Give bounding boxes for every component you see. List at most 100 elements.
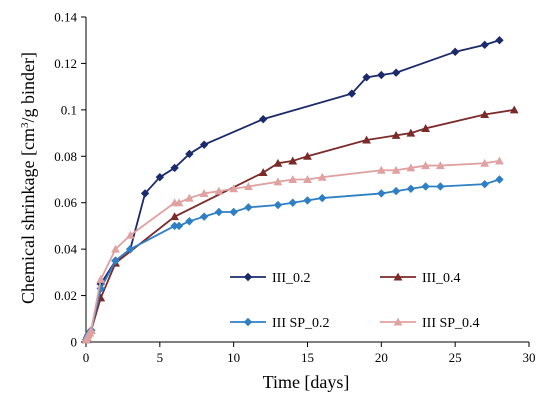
- data-point: [436, 182, 445, 191]
- data-point: [495, 156, 504, 165]
- data-point: [273, 200, 283, 210]
- data-point: [377, 70, 386, 80]
- data-point: [318, 193, 327, 203]
- data-point: [480, 179, 489, 189]
- data-point: [244, 182, 253, 190]
- x-tick-label: 5: [157, 350, 164, 365]
- data-point: [421, 124, 431, 132]
- legend: III_0.2 III_0.4 III SP_0.2 III SP_0.4: [230, 271, 480, 331]
- legend-label: III SP_0.2: [272, 316, 330, 331]
- data-point: [480, 40, 489, 50]
- data-point: [170, 212, 179, 221]
- data-point: [376, 165, 386, 174]
- y-tick-label: 0.02: [54, 288, 77, 303]
- data-point: [259, 114, 268, 124]
- legend-marker: [393, 317, 403, 326]
- data-point: [391, 186, 401, 196]
- data-point: [170, 221, 179, 231]
- y-axis-title: Chemical shrinkage [cm3/g binder]: [18, 52, 38, 304]
- data-point: [258, 168, 268, 177]
- data-point: [86, 325, 96, 334]
- series-iii-sp-0-4: [81, 156, 504, 344]
- data-point: [126, 244, 135, 254]
- y-axis-title-unit: /g binder]: [18, 52, 38, 122]
- data-point: [288, 175, 298, 184]
- x-axis: 0 5 10 15 20 25 30: [83, 341, 536, 365]
- y-axis-title-superscript: 3: [19, 122, 31, 128]
- y-tick-label: 0.06: [54, 195, 77, 210]
- data-point: [96, 274, 106, 283]
- y-tick-label: 0.14: [54, 10, 77, 25]
- x-tick-label: 0: [83, 350, 90, 365]
- data-point: [174, 221, 184, 231]
- y-tick-label: 0.1: [61, 102, 77, 117]
- series-line: [85, 39, 500, 340]
- y-tick-label: 0: [71, 335, 78, 350]
- y-axis: 0 0.02 0.04 0.06 0.08 0.1 0.12 0.14: [54, 10, 87, 350]
- data-point: [406, 184, 416, 193]
- legend-marker: [393, 272, 403, 281]
- data-point: [495, 175, 504, 184]
- y-tick-label: 0.04: [54, 242, 77, 257]
- data-point: [214, 186, 224, 195]
- y-axis-title-main: Chemical shrinkage [cm: [18, 128, 38, 304]
- legend-label: III_0.4: [422, 271, 461, 286]
- data-point: [406, 163, 416, 172]
- y-tick-label: 0.08: [54, 149, 77, 164]
- data-point: [347, 89, 356, 98]
- data-point: [155, 172, 165, 182]
- data-point: [184, 193, 194, 202]
- y-tick-label: 0.12: [54, 56, 77, 71]
- data-point: [273, 158, 283, 167]
- data-point: [199, 189, 209, 197]
- data-point: [391, 68, 401, 77]
- data-point: [391, 165, 401, 174]
- legend-item: III_0.2: [230, 271, 311, 286]
- data-point: [199, 140, 209, 149]
- data-point: [317, 172, 327, 181]
- legend-marker: [243, 317, 253, 327]
- x-axis-title: Time [days]: [263, 372, 350, 392]
- data-point: [140, 189, 150, 198]
- series-line: [85, 108, 515, 340]
- data-point: [170, 163, 179, 173]
- data-point: [377, 189, 386, 198]
- data-point: [185, 149, 194, 159]
- data-point: [111, 244, 120, 253]
- legend-label: III_0.2: [272, 271, 311, 286]
- data-point: [495, 36, 504, 45]
- data-point: [421, 161, 431, 170]
- legend-label: III SP_0.4: [422, 316, 480, 331]
- data-point: [421, 182, 430, 191]
- data-point: [288, 198, 297, 207]
- data-point: [199, 212, 209, 221]
- data-point: [229, 184, 239, 193]
- data-point: [480, 110, 490, 119]
- legend-item: III SP_0.4: [380, 316, 480, 331]
- x-tick-label: 15: [301, 350, 314, 365]
- data-point: [509, 105, 519, 114]
- x-tick-label: 30: [523, 350, 536, 365]
- data-point: [436, 161, 445, 170]
- data-point: [303, 151, 312, 160]
- data-point: [450, 47, 460, 57]
- data-point: [244, 203, 253, 212]
- data-point: [288, 156, 298, 165]
- data-point: [303, 196, 312, 205]
- series-layer: [81, 36, 519, 344]
- data-point: [480, 158, 490, 167]
- data-point: [111, 256, 120, 265]
- x-tick-label: 25: [449, 350, 462, 365]
- x-tick-label: 10: [227, 350, 240, 365]
- data-point: [303, 175, 312, 184]
- x-tick-label: 20: [375, 350, 388, 365]
- data-point: [174, 198, 184, 207]
- data-point: [406, 128, 416, 137]
- legend-item: III_0.4: [380, 271, 461, 286]
- data-point: [391, 130, 401, 139]
- data-point: [185, 217, 194, 226]
- series-iii-0-4: [81, 105, 519, 344]
- legend-item: III SP_0.2: [230, 316, 330, 331]
- data-point: [214, 207, 224, 217]
